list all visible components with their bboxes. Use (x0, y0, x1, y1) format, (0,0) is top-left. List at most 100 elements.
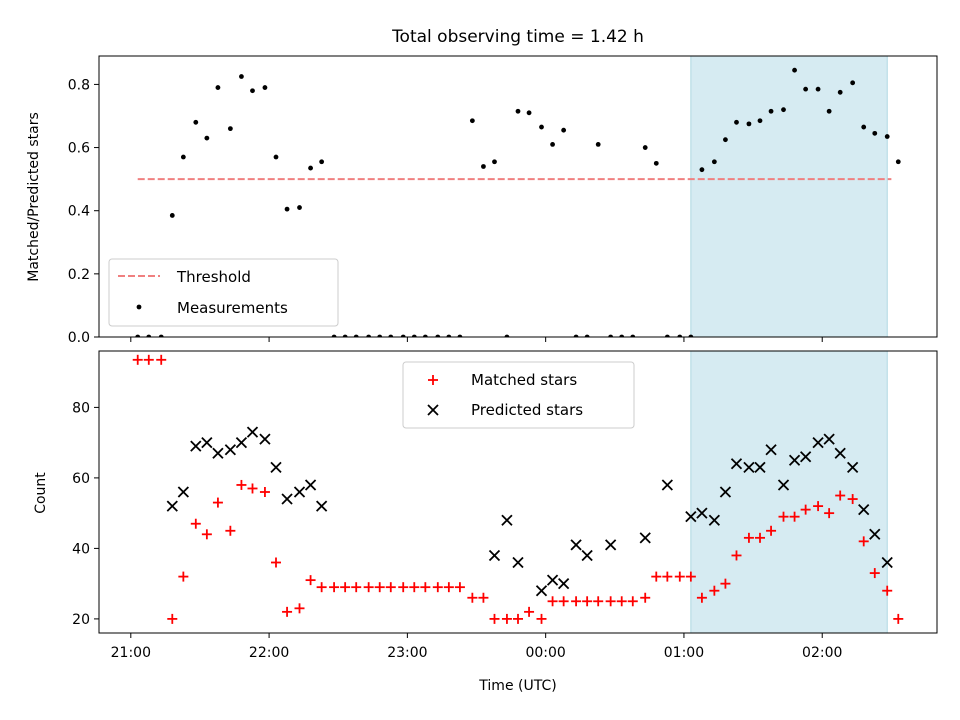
predicted-stars-point-b (730, 458, 743, 470)
legend-predicted-label: Predicted stars (471, 401, 583, 419)
matched-stars-point (201, 529, 212, 540)
matched-stars-point (593, 596, 604, 607)
predicted-stars-point-b (281, 493, 293, 505)
predicted-stars-point (177, 486, 189, 498)
top-y-axis-label: Matched/Predicted stars (26, 112, 42, 282)
top-highlight-span (690, 55, 888, 338)
matched-stars-point (800, 504, 811, 515)
matched-stars-point (247, 483, 258, 494)
measurement-point (204, 135, 210, 141)
x-tick-label: 01:00 (664, 645, 704, 661)
x-tick-label: 21:00 (111, 645, 151, 661)
measurement-point (469, 118, 475, 124)
measurement-point (180, 154, 186, 160)
predicted-stars-point (201, 437, 213, 449)
predicted-stars-point (605, 539, 617, 551)
top-legend-box (108, 258, 339, 327)
predicted-stars-point-b (246, 426, 259, 438)
measurement-point (435, 334, 441, 337)
matched-stars-point (454, 582, 465, 593)
predicted-stars-point-b (812, 437, 824, 449)
matched-stars-point (582, 596, 593, 607)
matched-stars-point (467, 592, 478, 603)
predicted-stars-point-b (823, 433, 835, 445)
predicted-stars-point-b (224, 444, 237, 456)
measurement-point (757, 118, 763, 124)
matched-stars-point (478, 592, 489, 603)
matched-stars-point (651, 571, 662, 582)
bottom-y-tick-label: 60 (72, 471, 90, 487)
predicted-stars-point-b (570, 539, 582, 551)
measurement-point (331, 334, 337, 337)
measurement-point (215, 85, 221, 90)
matched-stars-point (143, 354, 154, 365)
predicted-stars-point (823, 433, 835, 445)
predicted-stars-point-b (858, 503, 870, 516)
matched-stars-point (571, 596, 582, 607)
measurement-point (884, 134, 890, 139)
predicted-stars-point (570, 539, 582, 551)
matched-stars-point (869, 568, 880, 579)
matched-stars-point (847, 494, 858, 505)
measurement-point (850, 80, 856, 86)
measurement-point (342, 334, 348, 337)
predicted-stars-point-b (685, 511, 697, 523)
measurement-point (677, 334, 683, 337)
matched-stars-point (178, 571, 189, 582)
top-y-tick-label: 0.4 (68, 204, 90, 220)
matched-stars-point (501, 613, 512, 624)
matched-stars-point (340, 582, 351, 593)
predicted-stars-point-b (512, 556, 524, 569)
matched-stars-point (778, 511, 789, 522)
measurement-point (319, 159, 325, 165)
matched-stars-point (627, 596, 638, 607)
predicted-stars-point-b (190, 440, 202, 452)
x-tick-label: 23:00 (387, 645, 427, 661)
chart-title: Total observing time = 1.42 h (391, 27, 644, 47)
top-y-tick-label: 0.8 (68, 77, 90, 93)
predicted-stars-point (166, 500, 178, 512)
measurement-point (353, 334, 359, 337)
measurement-point (895, 159, 901, 165)
matched-stars-point (282, 606, 293, 617)
matched-stars-point (351, 582, 362, 593)
predicted-stars-point (581, 549, 593, 562)
predicted-stars-point (696, 507, 708, 519)
predicted-stars-point (799, 451, 812, 463)
matched-stars-point (156, 354, 167, 365)
bottom-y-tick-label: 80 (72, 400, 90, 416)
matched-stars-point (766, 525, 777, 536)
measurement-point (595, 142, 601, 147)
measurement-point (262, 85, 268, 90)
measurement-point (504, 334, 510, 337)
predicted-stars-point (708, 514, 720, 526)
measurement-point (746, 121, 752, 127)
matched-stars-point (547, 596, 558, 607)
predicted-stars-point-b (847, 461, 859, 473)
predicted-stars-point (281, 493, 293, 505)
measurement-point (781, 107, 786, 113)
matched-stars-point (236, 479, 247, 490)
measurement-point (723, 137, 728, 143)
predicted-stars-point-b (754, 461, 766, 473)
predicted-stars-point-b (788, 454, 801, 466)
predicted-stars-point-b (535, 585, 548, 597)
matched-stars-point (132, 354, 143, 365)
measurement-point (642, 145, 648, 150)
top-y-tick-label: 0.2 (68, 267, 90, 283)
measurement-point (653, 160, 659, 166)
measurement-point (422, 334, 428, 337)
legend-measurements-label: Measurements (177, 299, 288, 317)
predicted-stars-point (557, 578, 570, 590)
matched-stars-point (685, 571, 696, 582)
bottom-data-area (132, 354, 904, 624)
bottom-y-tick-label: 20 (72, 612, 90, 628)
predicted-stars-point (270, 461, 282, 473)
predicted-stars-point (834, 447, 846, 459)
bottom-y-axis-label: Count (33, 472, 49, 514)
measurement-point (239, 74, 244, 79)
predicted-stars-point-b (201, 437, 213, 449)
measurement-point (768, 108, 774, 114)
matched-stars-point (662, 571, 673, 582)
